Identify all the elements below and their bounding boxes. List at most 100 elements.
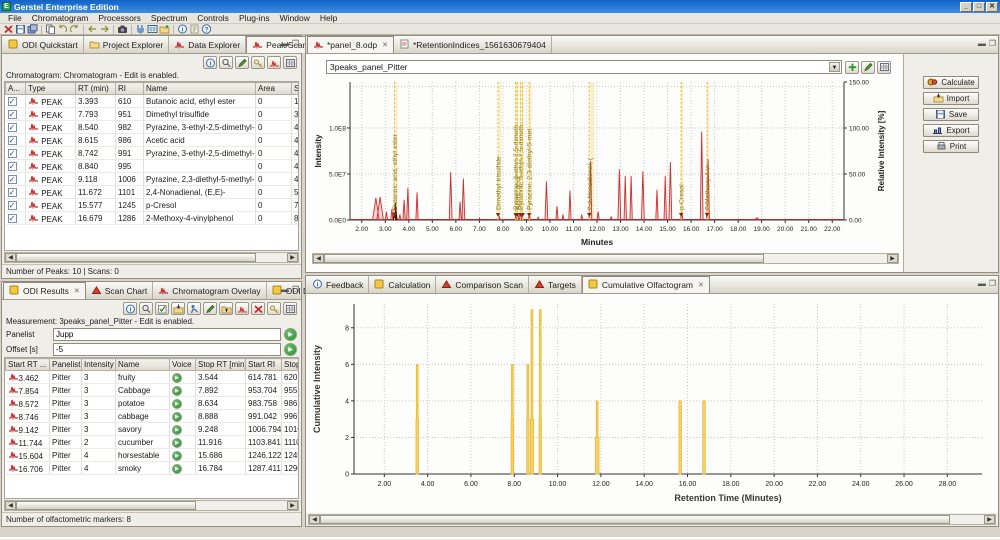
table-row[interactable]: ✓ PEAK 8.615 986 Acetic acid 0 4 (5, 133, 298, 147)
chromatogram-chart[interactable]: 0.0E0 5.0E7 1.0E8 0.00 50.00 100.00 150.00 2.00… (312, 76, 890, 252)
close-button[interactable]: ✕ (986, 1, 998, 12)
table-row[interactable]: ✓ PEAK 3.393 610 Butanoic acid, ethyl ester… (5, 94, 298, 108)
table-row[interactable]: ✓ PEAK 16.679 1286 2-Methoxy-4-vinylphenol 0… (5, 211, 298, 225)
close-icon[interactable]: ✕ (382, 42, 388, 49)
menu-processors[interactable]: Processors (98, 13, 141, 23)
chevron-down-icon[interactable]: ▼ (829, 62, 840, 72)
active-checkbox[interactable]: ✓ (7, 161, 17, 171)
active-checkbox[interactable]: ✓ (7, 174, 17, 184)
edit-button[interactable] (203, 302, 217, 315)
active-checkbox[interactable]: ✓ (7, 122, 17, 132)
measurement-select[interactable]: 3peaks_panel_Pitter ▼ (326, 60, 842, 74)
offset-input[interactable] (53, 343, 281, 356)
maximize-panel-icon[interactable]: ❐ (291, 39, 299, 48)
olfactogram-chart[interactable]: 0 2 4 6 8 2.00 4.00 6.00 8.00 10.00 12.00 14.00 16.0… (310, 296, 992, 508)
undo-icon[interactable] (57, 24, 68, 34)
search-button[interactable] (219, 56, 233, 69)
menu-plug-ins[interactable]: Plug-ins (238, 13, 270, 23)
import-button[interactable]: Import (923, 92, 979, 105)
minimize-panel-icon[interactable]: ▬ (280, 285, 289, 294)
maximize-panel-icon[interactable]: ❐ (988, 39, 996, 48)
voice-play-button[interactable]: ▶ (172, 385, 182, 396)
export-button[interactable]: Export (923, 124, 979, 137)
column-header-a[interactable]: A... (5, 82, 26, 95)
column-header-name[interactable]: Name (143, 82, 256, 95)
copy-icon[interactable] (45, 24, 56, 34)
notes-icon[interactable] (189, 24, 200, 34)
menu-spectrum[interactable]: Spectrum (150, 13, 188, 23)
panelist-apply-button[interactable]: ▶ (284, 328, 297, 341)
tab-odi-quickstart[interactable]: ODI Quickstart (3, 36, 84, 53)
column-header-stop-rt-min[interactable]: Stop RT [min] (195, 358, 246, 371)
minimize-button[interactable]: _ (960, 1, 972, 12)
column-header-area[interactable]: Area (255, 82, 292, 95)
table-row[interactable]: 11.744 Pitter 2 cucumber ▶ 11.916 1103.841 1110… (5, 435, 298, 449)
print-button[interactable]: Print (923, 140, 979, 153)
voice-play-button[interactable]: ▶ (172, 463, 182, 474)
active-checkbox[interactable]: ✓ (7, 213, 17, 223)
menu-chromatogram[interactable]: Chromatogram (31, 13, 89, 23)
minimize-panel-icon[interactable]: ▬ (977, 39, 986, 48)
column-header-intensity[interactable]: Intensity (81, 358, 116, 371)
column-header-rt-min[interactable]: RT (min) (75, 82, 116, 95)
column-header-name[interactable]: Name (115, 358, 170, 371)
edit-button[interactable] (861, 60, 875, 74)
chart-button[interactable] (235, 302, 249, 315)
voice-play-button[interactable]: ▶ (172, 398, 182, 409)
edit-button[interactable] (235, 56, 249, 69)
tab-scan-chart[interactable]: Scan Chart (86, 282, 154, 299)
close-icon[interactable]: ✕ (73, 288, 80, 295)
save-all-icon[interactable] (27, 24, 38, 34)
forward-icon[interactable] (99, 24, 110, 34)
key-button[interactable] (251, 56, 265, 69)
info-button[interactable]: i (203, 56, 217, 69)
tab-comparison-scan[interactable]: Comparison Scan (436, 276, 529, 293)
maximize-button[interactable]: □ (973, 1, 985, 12)
column-header-voice[interactable]: Voice (169, 358, 196, 371)
help-icon[interactable]: ? (201, 24, 212, 34)
odi-table-hscrollbar[interactable]: ◀ ▶ (4, 500, 299, 511)
offset-apply-button[interactable]: ▶ (284, 343, 297, 356)
menu-file[interactable]: File (8, 13, 22, 23)
minimize-panel-icon[interactable]: ▬ (977, 279, 986, 288)
voice-play-button[interactable]: ▶ (172, 424, 182, 435)
active-checkbox[interactable]: ✓ (7, 109, 17, 119)
folder-up-button[interactable] (219, 302, 233, 315)
maximize-panel-icon[interactable]: ❐ (988, 279, 996, 288)
import-button[interactable] (171, 302, 185, 315)
tab-project-explorer[interactable]: Project Explorer (84, 36, 170, 53)
table-icon[interactable] (147, 24, 158, 34)
save-icon[interactable] (15, 24, 26, 34)
add-green-button[interactable] (845, 60, 859, 74)
table-row[interactable]: 16.706Pitter4smoky▶16.7841287.4111290.33… (5, 461, 298, 475)
close-red-icon[interactable] (3, 24, 14, 34)
plug-icon[interactable] (135, 24, 146, 34)
tab-odi-results[interactable]: ODI Results ✕ (3, 282, 86, 299)
table-row[interactable]: ✓ PEAK 8.742 991 Pyrazine, 3-ethyl-2,5-dime… (5, 146, 298, 160)
save-button[interactable]: Save (923, 108, 979, 121)
tab-chromatogram-overlay[interactable]: Chromatogram Overlay (153, 282, 267, 299)
table-row[interactable]: ✓ PEAK 7.793 951 Dimethyl trisulfide 0 3 (5, 107, 298, 121)
table-row[interactable]: ✓ PEAK 8.540 982 Pyrazine, 3-ethyl-2,5-dime… (5, 120, 298, 134)
tab-data-explorer[interactable]: Data Explorer (169, 36, 247, 53)
chart-button[interactable] (267, 56, 281, 69)
grid-button[interactable] (877, 60, 891, 74)
column-header-start-rt[interactable]: Start RT ... (5, 358, 50, 371)
info-icon[interactable]: i (177, 24, 188, 34)
voice-play-button[interactable]: ▶ (172, 411, 182, 422)
maximize-panel-icon[interactable]: ❐ (291, 285, 299, 294)
peak-table-hscrollbar[interactable]: ◀ ▶ (4, 252, 299, 263)
column-header-ri[interactable]: RI (115, 82, 144, 95)
run-button[interactable] (187, 302, 201, 315)
active-checkbox[interactable]: ✓ (7, 187, 17, 197)
tab-calculation[interactable]: Calculation (369, 276, 437, 293)
column-header-stop-ri[interactable]: Stop RI (281, 358, 298, 371)
column-header-type[interactable]: Type (25, 82, 76, 95)
active-checkbox[interactable]: ✓ (7, 135, 17, 145)
voice-play-button[interactable]: ▶ (172, 450, 182, 461)
tab-retentionindices-1561630679404[interactable]: *RetentionIndices_1561630679404 (394, 36, 552, 53)
